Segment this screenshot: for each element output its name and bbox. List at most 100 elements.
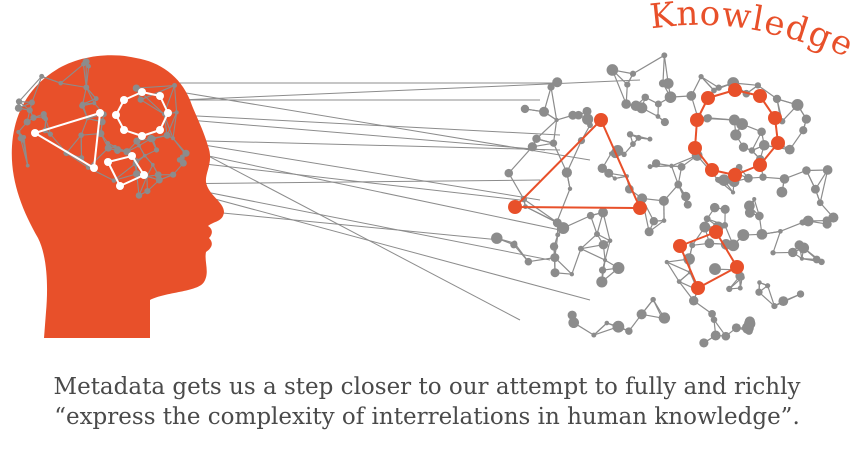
network-node [524, 257, 533, 266]
network-node [743, 173, 753, 183]
brain-node [171, 136, 175, 141]
highlight-loop-node [728, 168, 742, 182]
brain-loop-node [156, 126, 164, 134]
brain-edge [138, 145, 146, 156]
brain-node [25, 163, 30, 168]
brain-edge [60, 63, 84, 84]
network-node [586, 211, 595, 220]
brain-loop-node [120, 96, 128, 104]
network-node [591, 332, 597, 338]
network-node [816, 199, 824, 207]
brain-node [78, 132, 84, 138]
network-node [587, 122, 593, 129]
network-node [604, 168, 614, 178]
network-node [757, 127, 766, 137]
brain-edge [66, 152, 89, 169]
brain-edge [140, 99, 165, 115]
network-node [710, 330, 721, 341]
network-node [582, 106, 592, 116]
brain-node [86, 64, 91, 69]
network-node [520, 104, 530, 114]
brain-node [26, 107, 33, 114]
highlight-square-node [673, 239, 687, 253]
network-node [650, 296, 656, 303]
network-node [699, 338, 709, 348]
network-edge [552, 142, 568, 173]
brain-loop-node [120, 126, 128, 134]
brain-triangle-node [31, 129, 39, 137]
brain-edge [163, 114, 168, 136]
brain-node [170, 171, 177, 178]
network-node [822, 165, 833, 175]
network-edge [593, 322, 608, 336]
network-node [822, 219, 832, 229]
network-node [703, 215, 711, 223]
network-node [603, 258, 608, 263]
brain-edge [166, 112, 178, 136]
connector-line [199, 194, 591, 301]
network-node [612, 262, 625, 274]
brain-node [92, 101, 97, 106]
highlight-triangle-node [508, 200, 522, 214]
network-node [625, 327, 633, 335]
brain-node [23, 118, 31, 126]
network-node [661, 52, 668, 59]
connector-line [179, 79, 641, 101]
connector-line [169, 159, 521, 201]
network-node [510, 241, 518, 249]
network-node [758, 139, 770, 151]
network-node [567, 186, 573, 191]
brain-node [112, 144, 117, 149]
brain-node [179, 154, 185, 160]
brain-node [16, 129, 21, 135]
network-node [669, 163, 674, 169]
brain-node [41, 113, 47, 120]
brain-edge [65, 134, 82, 154]
network-node [550, 268, 560, 278]
network-node [504, 168, 514, 178]
caption-line-1: Metadata gets us a step closer to our at… [53, 374, 801, 400]
network-node [744, 317, 756, 330]
network-node [698, 73, 704, 80]
network-node [630, 141, 636, 147]
brain-node [47, 131, 54, 137]
highlight-triangle-edge [600, 119, 641, 209]
network-node [527, 142, 538, 152]
brain-node [81, 61, 86, 67]
brain-node [172, 83, 178, 89]
network-node [582, 113, 594, 125]
highlight-square-node [709, 225, 723, 239]
network-edge [580, 233, 598, 250]
highlight-square-node [730, 260, 744, 274]
knowledge-label: Knowledge [648, 0, 854, 65]
brain-node [111, 178, 117, 183]
brain-node [104, 144, 112, 152]
network-node [715, 84, 722, 91]
brain-edge [144, 155, 154, 166]
brain-edge [172, 112, 178, 139]
brain-loop-node [138, 88, 146, 96]
network-node [709, 202, 720, 213]
network-node [788, 247, 798, 258]
brain-node [182, 149, 190, 157]
brain-edge [136, 84, 175, 89]
brain-node [153, 147, 160, 153]
network-node [677, 162, 686, 171]
network-node [738, 142, 749, 152]
brain-node [132, 84, 140, 92]
highlight-triangle-node [594, 113, 608, 127]
brain-node [135, 192, 143, 199]
network-edge [566, 140, 582, 173]
network-node [636, 102, 648, 114]
network-node [598, 239, 609, 250]
network-node [664, 91, 677, 103]
network-node [655, 114, 661, 119]
network-edge [508, 146, 533, 174]
network-node [658, 195, 669, 206]
network-edge [666, 261, 680, 282]
network-edge [536, 119, 558, 140]
network-node [772, 94, 782, 104]
network-edge [662, 55, 665, 84]
network-node [828, 212, 839, 223]
network-node [799, 256, 804, 261]
